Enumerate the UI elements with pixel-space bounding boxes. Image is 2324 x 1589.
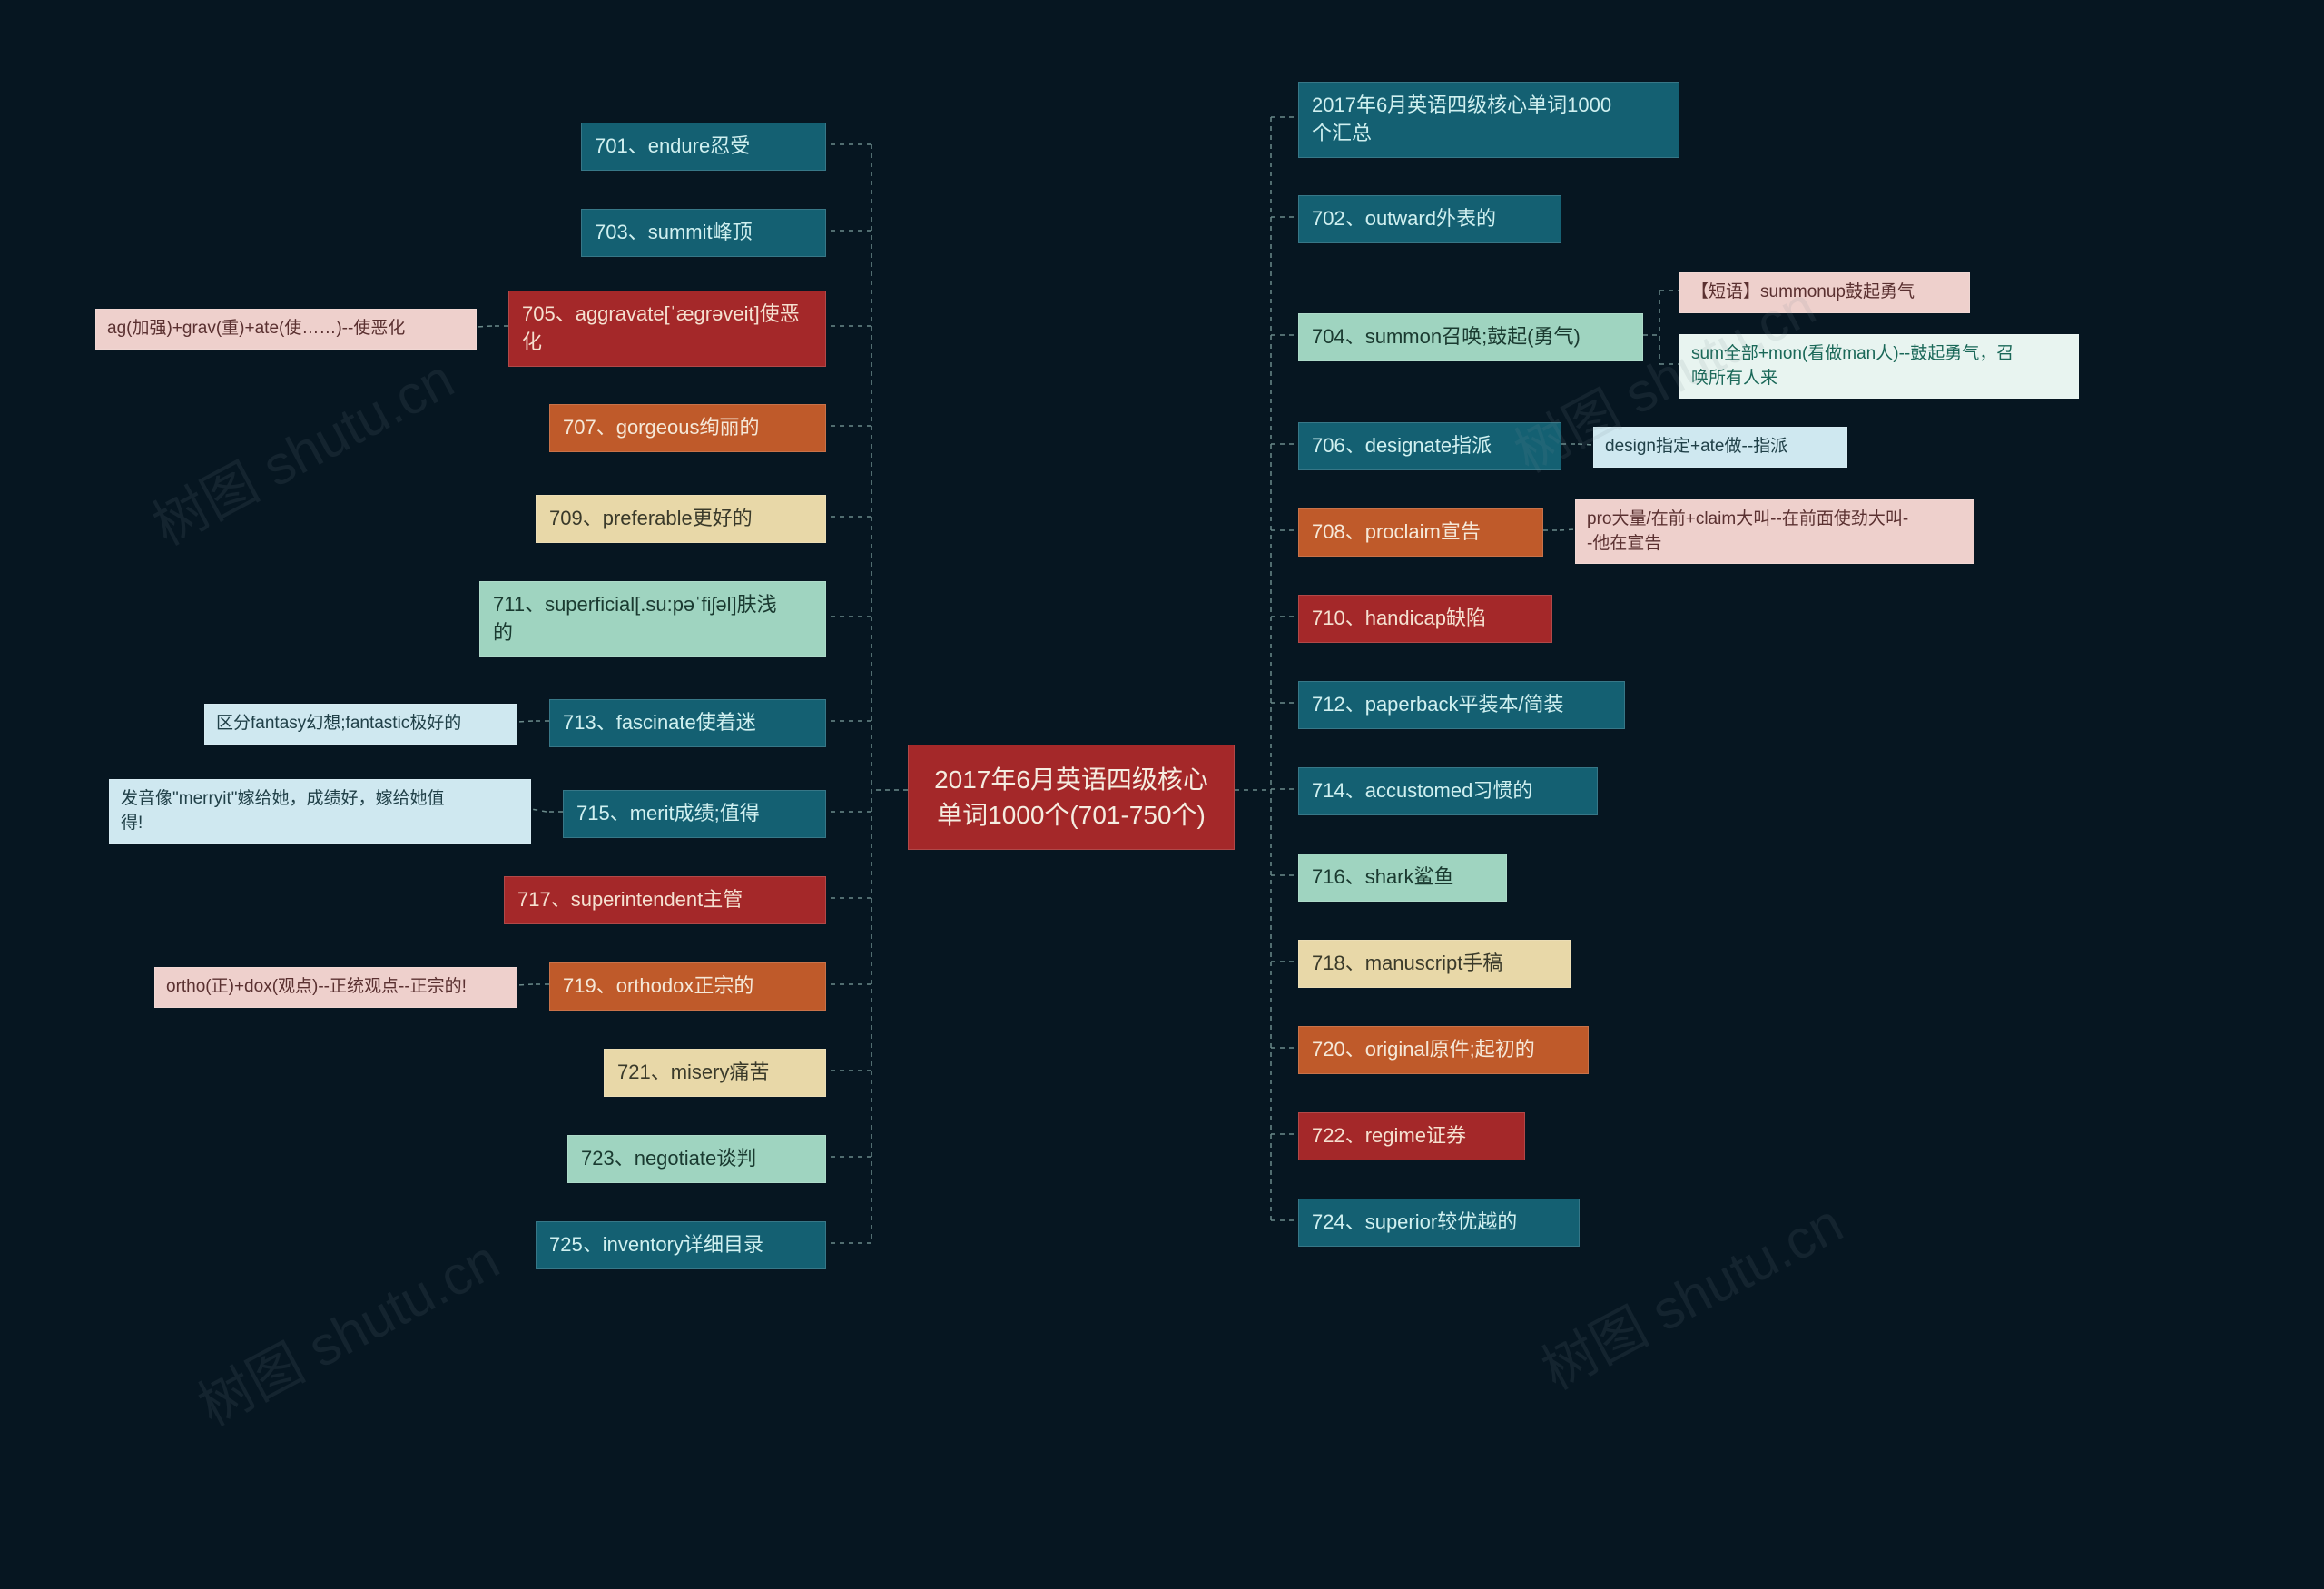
left-node-n723[interactable]: 723、negotiate谈判 <box>567 1135 826 1183</box>
center-node[interactable]: 2017年6月英语四级核心 单词1000个(701-750个) <box>908 745 1235 850</box>
left-node-n705[interactable]: 705、aggravate[ˈægrəveit]使恶 化 <box>508 291 826 367</box>
left-node-n701[interactable]: 701、endure忍受 <box>581 123 826 171</box>
sub-node-s708[interactable]: pro大量/在前+claim大叫--在前面使劲大叫- -他在宣告 <box>1575 499 1974 564</box>
right-node-n724[interactable]: 724、superior较优越的 <box>1298 1199 1580 1247</box>
right-node-n702[interactable]: 702、outward外表的 <box>1298 195 1561 243</box>
sub-node-s706[interactable]: design指定+ate做--指派 <box>1593 427 1847 468</box>
sub-node-s715[interactable]: 发音像"merryit"嫁给她，成绩好，嫁给她值 得! <box>109 779 531 844</box>
right-node-n706[interactable]: 706、designate指派 <box>1298 422 1561 470</box>
left-node-n711[interactable]: 711、superficial[.su:pəˈfiʃəl]肤浅 的 <box>479 581 826 657</box>
right-node-n708[interactable]: 708、proclaim宣告 <box>1298 508 1543 557</box>
left-node-n721[interactable]: 721、misery痛苦 <box>604 1049 826 1097</box>
right-node-n704[interactable]: 704、summon召唤;鼓起(勇气) <box>1298 313 1643 361</box>
right-node-n710[interactable]: 710、handicap缺陷 <box>1298 595 1552 643</box>
left-node-n725[interactable]: 725、inventory详细目录 <box>536 1221 826 1269</box>
watermark: 树图 shutu.cn <box>137 336 466 560</box>
right-node-n716[interactable]: 716、shark鲨鱼 <box>1298 854 1507 902</box>
right-node-n714[interactable]: 714、accustomed习惯的 <box>1298 767 1598 815</box>
left-node-n715[interactable]: 715、merit成绩;值得 <box>563 790 826 838</box>
mindmap-canvas: 2017年6月英语四级核心 单词1000个(701-750个) 701、endur… <box>0 0 2324 1589</box>
right-node-n712[interactable]: 712、paperback平装本/简装 <box>1298 681 1625 729</box>
sub-node-s719[interactable]: ortho(正)+dox(观点)--正统观点--正宗的! <box>154 967 517 1008</box>
left-node-n719[interactable]: 719、orthodox正宗的 <box>549 962 826 1011</box>
watermark: 树图 shutu.cn <box>182 1217 511 1441</box>
sub-node-s713[interactable]: 区分fantasy幻想;fantastic极好的 <box>204 704 517 745</box>
left-node-n713[interactable]: 713、fascinate使着迷 <box>549 699 826 747</box>
sub-node-s705[interactable]: ag(加强)+grav(重)+ate(使……)--使恶化 <box>95 309 477 350</box>
left-node-n707[interactable]: 707、gorgeous绚丽的 <box>549 404 826 452</box>
left-node-n703[interactable]: 703、summit峰顶 <box>581 209 826 257</box>
right-node-n718[interactable]: 718、manuscript手稿 <box>1298 940 1571 988</box>
sub-node-s704b[interactable]: sum全部+mon(看做man人)--鼓起勇气，召 唤所有人来 <box>1679 334 2079 399</box>
right-node-n720[interactable]: 720、original原件;起初的 <box>1298 1026 1589 1074</box>
sub-node-s704a[interactable]: 【短语】summonup鼓起勇气 <box>1679 272 1970 313</box>
right-node-r0[interactable]: 2017年6月英语四级核心单词1000 个汇总 <box>1298 82 1679 158</box>
left-node-n709[interactable]: 709、preferable更好的 <box>536 495 826 543</box>
right-node-n722[interactable]: 722、regime证券 <box>1298 1112 1525 1160</box>
left-node-n717[interactable]: 717、superintendent主管 <box>504 876 826 924</box>
